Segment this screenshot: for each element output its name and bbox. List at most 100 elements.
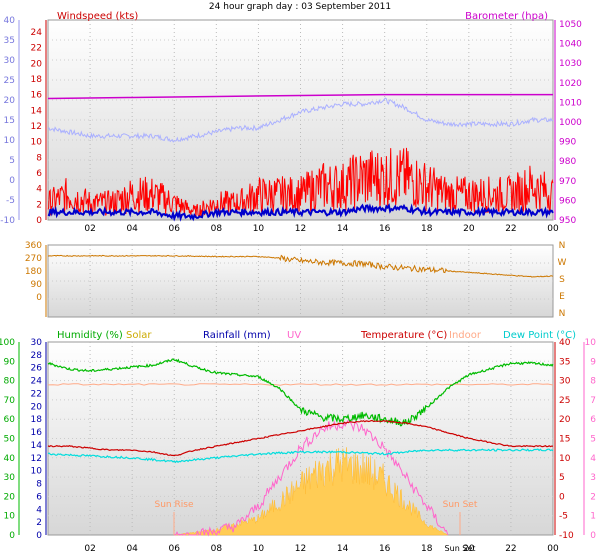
rainfall-tick: 10: [31, 467, 43, 477]
temperature-tick: 40: [559, 338, 571, 348]
time-label: 16: [379, 224, 391, 234]
barometer-tick: 970: [559, 177, 576, 187]
temperature-tick: 10: [559, 454, 571, 464]
temperature-tick: -5: [559, 512, 568, 522]
uv-tick: 7: [590, 396, 596, 406]
barometer-ticks: 1050 1040 1030 1020 1010 1000 990 980 970 960 950: [559, 20, 582, 226]
direction-ticks: 360 270 180 90 0: [25, 241, 42, 303]
humidity-tick: 0: [9, 531, 15, 541]
time-label: 14: [337, 224, 349, 234]
direction-tick: 90: [31, 280, 43, 290]
temperature-tick: 20: [559, 415, 571, 425]
windspeed-tick: 12: [31, 122, 42, 132]
time-label: 02: [84, 544, 95, 554]
barometer-tick: 950: [559, 216, 576, 226]
legend-solar: Solar: [126, 330, 152, 341]
gust-line: [47, 203, 554, 222]
wind-outer-tick: 5: [9, 156, 15, 166]
uv-tick: 6: [590, 415, 596, 425]
rainfall-tick: 18: [31, 415, 43, 425]
time-label: 10: [253, 224, 265, 234]
temperature-tick: 35: [559, 357, 570, 367]
wind-outer-tick: 35: [4, 36, 15, 46]
compass-letter: S: [559, 275, 565, 285]
rainfall-tick: 8: [36, 480, 42, 490]
wind-outer-line: [47, 97, 554, 143]
dewpoint-line: [47, 448, 554, 464]
temperature-tick: 25: [559, 396, 570, 406]
uv-tick: 0: [590, 531, 596, 541]
compass-letter: N: [559, 309, 566, 319]
humidity-tick: 50: [4, 435, 16, 445]
rainfall-tick: 12: [31, 454, 42, 464]
humidity-tick: 40: [4, 454, 16, 464]
time-label: 00: [547, 544, 559, 554]
time-label: 06: [169, 544, 181, 554]
panel-temperature-time-labels: 02 04 06 08 10 12 14 16 18 20 22 00 Sun Set: [84, 544, 559, 554]
legend-dewpoint: Dew Point (°C): [503, 330, 576, 341]
direction-tick: 180: [25, 267, 42, 277]
time-label: 08: [211, 224, 223, 234]
uv-tick: 2: [590, 492, 596, 502]
windspeed-tick: 4: [36, 185, 42, 195]
direction-tick: 270: [25, 254, 42, 264]
wind-outer-tick: -10: [0, 216, 15, 226]
windspeed-tick: 2: [36, 200, 42, 210]
wind-outer-tick: 10: [4, 136, 16, 146]
uv-tick: 10: [585, 338, 597, 348]
temperature-tick: 0: [559, 492, 565, 502]
windspeed-tick: 0: [36, 216, 42, 226]
wind-outer-ticks: 40 35 30 25 20 15 10 5 0 -5 -10: [0, 16, 15, 226]
wind-outer-tick: 15: [4, 116, 15, 126]
panel-temperature: Humidity (%) Solar Rainfall (mm) UV Temp…: [0, 330, 596, 554]
windspeed-tick: 20: [31, 59, 43, 69]
rainfall-tick: 26: [31, 364, 43, 374]
panel-wind-time-labels: 02 04 06 08 10 12 14 16 18 20 22 00: [84, 224, 559, 234]
temperature-tick: 15: [559, 435, 570, 445]
time-label: 06: [169, 224, 181, 234]
time-label: 18: [421, 224, 433, 234]
windspeed-axis-label: Windspeed (kts): [57, 11, 138, 22]
barometer-line: [47, 93, 553, 100]
rainfall-tick: 2: [36, 518, 42, 528]
barometer-tick: 990: [559, 138, 576, 148]
barometer-tick: 1030: [559, 59, 582, 69]
uv-tick: 5: [590, 435, 596, 445]
windspeed-tick: 16: [31, 91, 43, 101]
humidity-tick: 100: [0, 338, 15, 348]
barometer-tick: 1000: [559, 118, 582, 128]
time-label: 04: [126, 544, 138, 554]
barometer-tick: 1020: [559, 79, 582, 89]
legend-uv: UV: [287, 330, 301, 341]
humidity-tick: 20: [4, 492, 16, 502]
uv-line: [174, 420, 449, 537]
rainfall-tick: 16: [31, 428, 43, 438]
barometer-tick: 1040: [559, 40, 582, 50]
time-label: 12: [295, 224, 306, 234]
uv-tick: 3: [590, 473, 596, 483]
temperature-tick: 5: [559, 473, 565, 483]
time-label: 22: [505, 224, 516, 234]
panel-temperature-series: [47, 358, 554, 537]
humidity-tick: 30: [4, 473, 16, 483]
wind-outer-tick: 0: [9, 176, 15, 186]
barometer-tick: 1010: [559, 98, 582, 108]
time-label: 18: [421, 544, 433, 554]
direction-line: [47, 254, 554, 278]
barometer-tick: 960: [559, 196, 576, 206]
time-label: 20: [463, 544, 475, 554]
time-label: 08: [211, 544, 223, 554]
windspeed-tick: 18: [31, 75, 43, 85]
rainfall-tick: 4: [36, 505, 42, 515]
humidity-tick: 10: [4, 512, 16, 522]
time-label: 00: [547, 224, 559, 234]
compass-letter: N: [559, 241, 566, 251]
rainfall-tick: 14: [31, 441, 43, 451]
temperature-tick: 30: [559, 377, 571, 387]
